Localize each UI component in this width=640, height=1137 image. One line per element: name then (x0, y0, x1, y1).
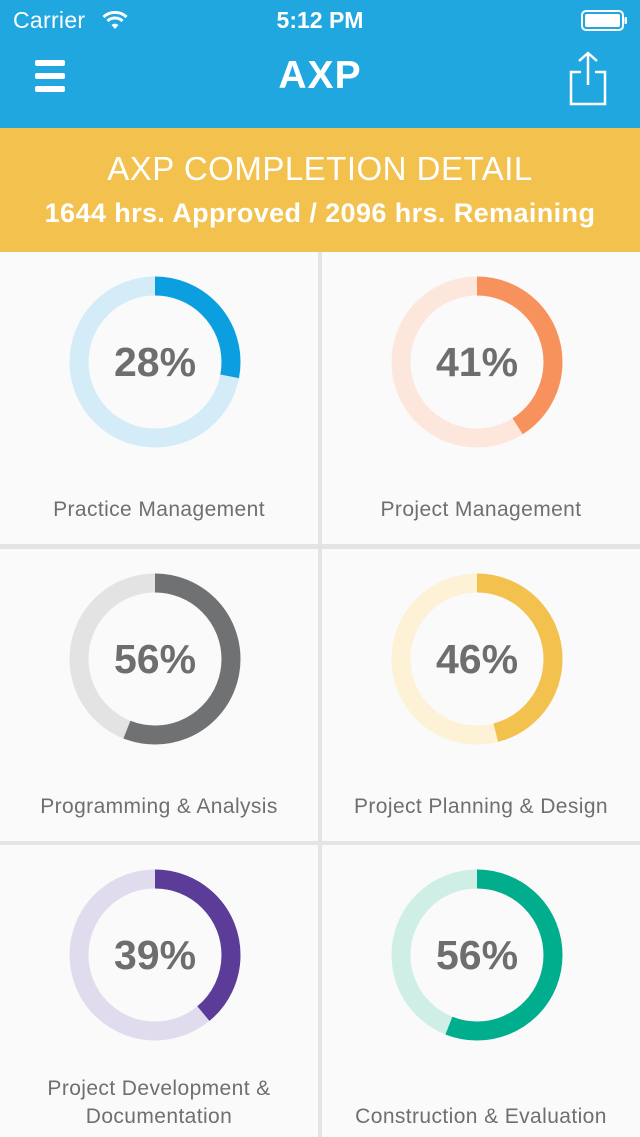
banner-title: AXP COMPLETION DETAIL (107, 150, 533, 187)
progress-ring-graphic (391, 869, 563, 1041)
progress-arc (391, 573, 563, 745)
progress-ring: 28% (69, 276, 241, 448)
category-label: Project Planning & Design (354, 795, 608, 818)
category-grid: 28% Practice Management 41% Project Mana… (0, 252, 640, 1137)
category-label: Practice Management (53, 498, 265, 521)
progress-ring: 56% (69, 573, 241, 745)
category-card-project-planning-design[interactable]: 46% Project Planning & Design (322, 549, 640, 841)
category-card-programming-analysis[interactable]: 56% Programming & Analysis (0, 549, 318, 841)
category-card-practice-management[interactable]: 28% Practice Management (0, 252, 318, 544)
category-label-line-2: Documentation (85, 1105, 233, 1128)
category-label: Construction & Evaluation (355, 1105, 607, 1128)
wifi-icon (102, 10, 128, 29)
percent-label: 28% (113, 339, 197, 385)
percent-label: 46% (435, 636, 519, 682)
percent-label: 39% (113, 932, 197, 978)
progress-ring-graphic (391, 573, 563, 745)
share-icon[interactable] (566, 50, 610, 106)
progress-arc (69, 276, 241, 448)
progress-ring: 41% (391, 276, 563, 448)
progress-ring-graphic (69, 573, 241, 745)
percent-label: 56% (435, 932, 519, 978)
percent-label: 56% (113, 636, 197, 682)
progress-ring-graphic (391, 276, 563, 448)
progress-arc (391, 276, 563, 448)
carrier-label: Carrier (13, 7, 86, 33)
category-label-line-1: Project Development & (47, 1077, 271, 1100)
page-title: AXP (278, 54, 362, 97)
status-time: 5:12 PM (276, 7, 364, 33)
progress-arc (69, 573, 241, 745)
completion-banner: AXP COMPLETION DETAIL 1644 hrs. Approved… (0, 128, 640, 252)
category-label: Programming & Analysis (40, 795, 278, 818)
battery-icon (581, 10, 627, 31)
hours-summary: 1644 hrs. Approved / 2096 hrs. Remaining (44, 198, 596, 228)
progress-ring: 56% (391, 869, 563, 1041)
percent-label: 41% (435, 339, 519, 385)
progress-ring: 39% (69, 869, 241, 1041)
progress-ring-graphic (69, 869, 241, 1041)
hamburger-menu-icon[interactable] (32, 58, 68, 94)
progress-ring-graphic (69, 276, 241, 448)
progress-ring: 46% (391, 573, 563, 745)
category-card-project-development-documentation[interactable]: 39% Project Development & Documentation (0, 845, 318, 1137)
category-card-project-management[interactable]: 41% Project Management (322, 252, 640, 544)
status-bar: Carrier 5:12 PM (0, 0, 640, 40)
category-label: Project Development & Documentation (0, 1075, 318, 1131)
progress-arc (391, 869, 563, 1041)
category-card-construction-evaluation[interactable]: 56% Construction & Evaluation (322, 845, 640, 1137)
progress-arc (69, 869, 241, 1041)
category-label: Project Management (380, 498, 582, 521)
app-header: Carrier 5:12 PM AXP (0, 0, 640, 128)
nav-bar: AXP (0, 40, 640, 128)
